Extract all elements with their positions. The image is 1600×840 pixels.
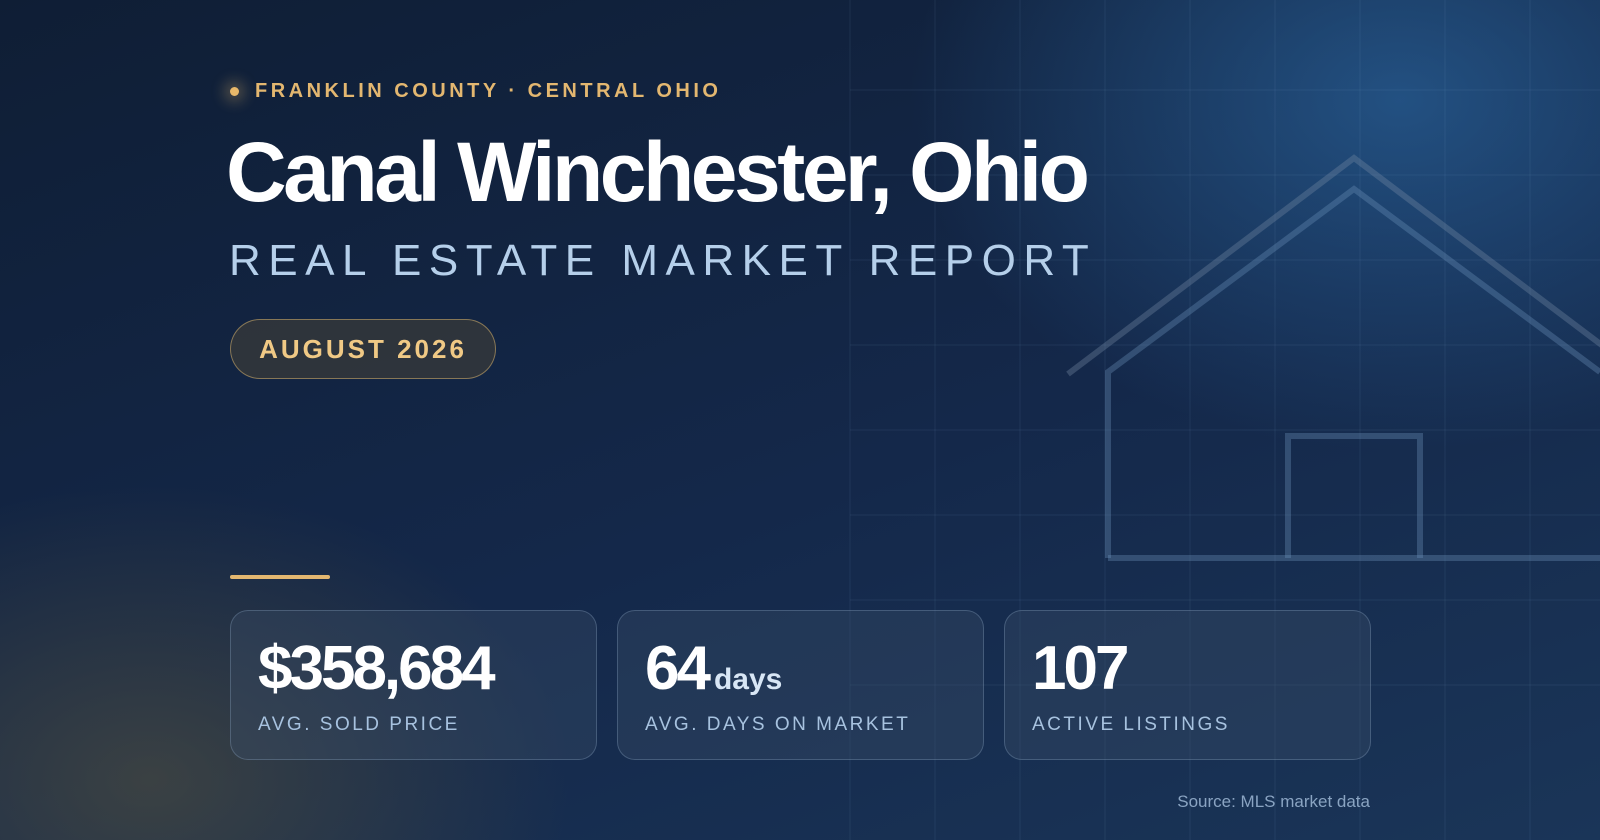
stat-value-row: 64 days xyxy=(645,633,956,704)
title: Canal Winchester, Ohio xyxy=(226,125,1090,219)
house-wall xyxy=(1105,185,1600,558)
date-badge: AUGUST 2026 xyxy=(230,319,496,379)
eyebrow-text: FRANKLIN COUNTY · CENTRAL OHIO xyxy=(255,80,722,102)
stat-unit: days xyxy=(713,663,783,696)
house-outline xyxy=(1066,154,1600,561)
stat-value: 64 xyxy=(645,634,711,703)
grid xyxy=(849,0,1600,840)
stat-value: 107 xyxy=(1032,634,1129,703)
source: Source: MLS market data xyxy=(1177,792,1370,811)
accent-rule xyxy=(230,575,330,579)
subtitle: REAL ESTATE MARKET REPORT xyxy=(229,236,1097,285)
stat-label: AVG. DAYS ON MARKET xyxy=(645,714,911,736)
stat-card: $358,684 AVG. SOLD PRICE xyxy=(230,610,597,760)
house-door xyxy=(1285,433,1423,558)
stat-label: ACTIVE LISTINGS xyxy=(1032,714,1230,736)
roof-outer xyxy=(1066,154,1600,377)
stat-value: $358,684 xyxy=(258,634,496,703)
stat-value-row: 107 xyxy=(1032,633,1343,704)
eyebrow-dot xyxy=(230,87,239,96)
eyebrow: FRANKLIN COUNTY · CENTRAL OHIO xyxy=(230,80,721,103)
stat-card: 107 ACTIVE LISTINGS xyxy=(1004,610,1371,760)
stat-card: 64 days AVG. DAYS ON MARKET xyxy=(617,610,984,760)
stat-label: AVG. SOLD PRICE xyxy=(258,714,460,736)
stat-value-row: $358,684 xyxy=(258,633,569,704)
